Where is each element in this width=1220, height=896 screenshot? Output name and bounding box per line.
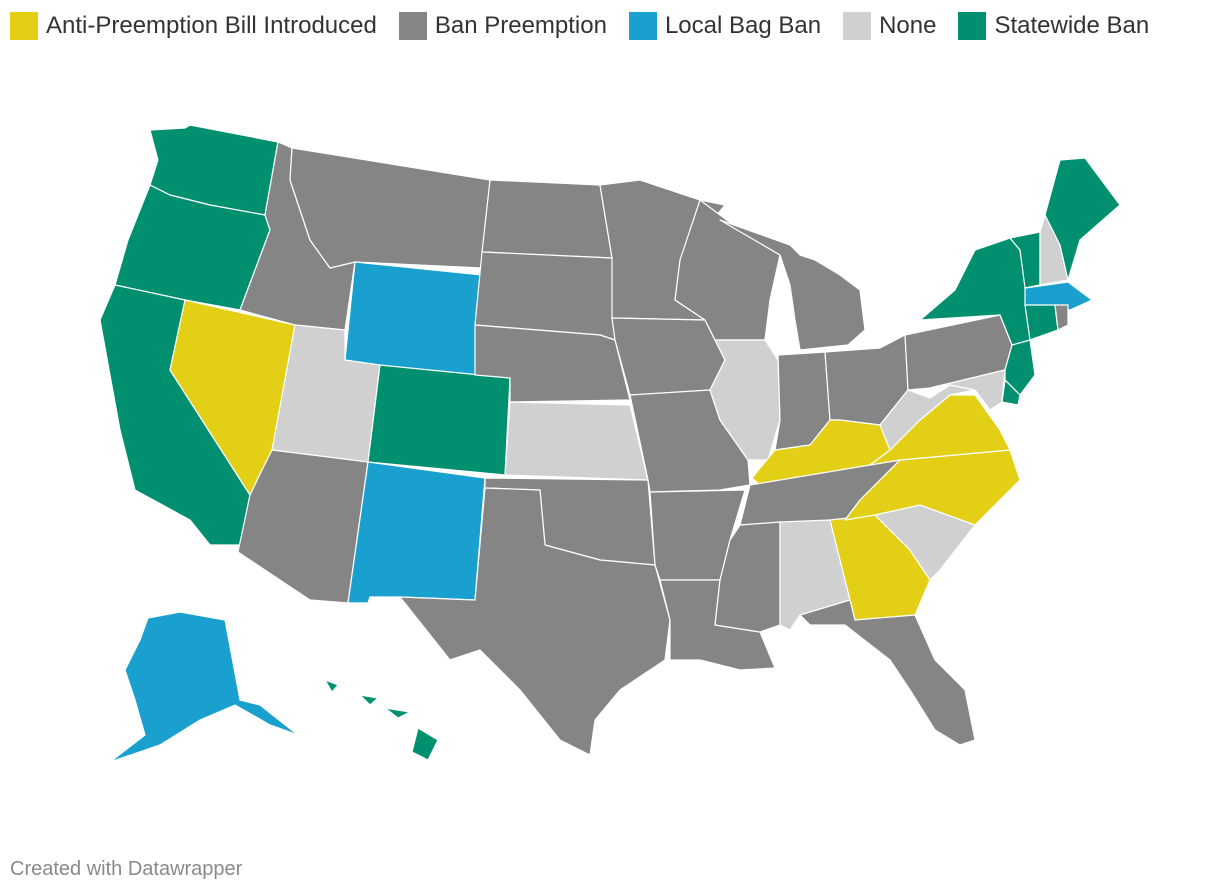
- state-co[interactable]: [367, 364, 511, 476]
- state-me[interactable]: [1044, 157, 1121, 281]
- state-hi[interactable]: [324, 679, 439, 761]
- state-ne[interactable]: [474, 324, 631, 403]
- legend-item-ban-preemption: Ban Preemption: [398, 12, 607, 40]
- legend-swatch-statewide-ban: [958, 12, 987, 40]
- legend-label-local-bag-ban: Local Bag Ban: [664, 12, 822, 39]
- legend-swatch-none: [843, 12, 872, 40]
- legend-label-anti-preemption: Anti-Preemption Bill Introduced: [46, 12, 377, 39]
- state-il[interactable]: [709, 339, 781, 461]
- legend: Anti-Preemption Bill Introduced Ban Pree…: [10, 12, 1149, 40]
- state-mi[interactable]: [719, 219, 866, 351]
- state-fl[interactable]: [799, 599, 976, 746]
- legend-label-none: None: [879, 12, 937, 39]
- state-md[interactable]: [929, 369, 1006, 411]
- legend-swatch-ban-preemption: [398, 12, 427, 40]
- state-tx[interactable]: [399, 487, 671, 756]
- legend-swatch-local-bag-ban: [628, 12, 657, 40]
- state-mt[interactable]: [289, 147, 491, 269]
- legend-item-anti-preemption: Anti-Preemption Bill Introduced: [10, 12, 377, 40]
- legend-label-ban-preemption: Ban Preemption: [434, 12, 607, 39]
- credit-footer: Created with Datawrapper: [10, 858, 243, 880]
- state-ak[interactable]: [109, 611, 299, 763]
- state-ri[interactable]: [1054, 304, 1069, 331]
- state-nd[interactable]: [481, 179, 613, 259]
- state-ia[interactable]: [611, 317, 726, 396]
- state-ma[interactable]: [1024, 281, 1093, 311]
- legend-item-local-bag-ban: Local Bag Ban: [628, 12, 822, 40]
- legend-item-statewide-ban: Statewide Ban: [958, 12, 1149, 40]
- state-ct[interactable]: [1024, 304, 1059, 341]
- legend-label-statewide-ban: Statewide Ban: [994, 12, 1150, 39]
- state-ks[interactable]: [504, 401, 649, 481]
- state-nm[interactable]: [347, 461, 486, 604]
- legend-item-none: None: [843, 12, 936, 40]
- legend-swatch-anti-preemption: [10, 12, 38, 40]
